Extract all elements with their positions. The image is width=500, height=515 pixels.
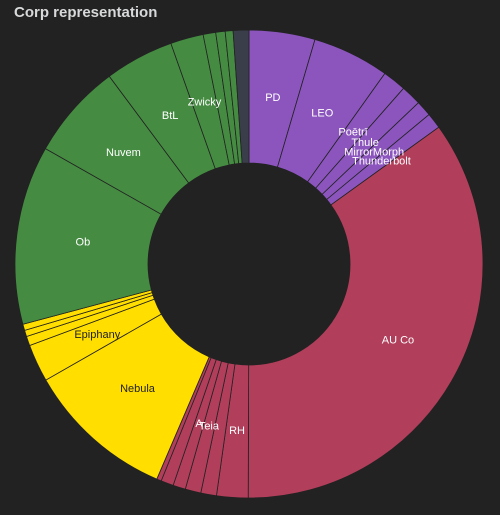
slice-label: Epiphany [74,329,120,341]
slice-label: Poētrī [338,127,368,139]
pie-slice-au-co[interactable] [247,126,484,499]
slice-label: AU Co [382,334,414,346]
slice-label: Nuvem [106,147,141,159]
slice-label: Teia [199,421,220,433]
slice-label: Thunderbolt [352,155,411,167]
slice-label: PD [265,92,280,104]
panel-title: Corp representation [14,4,158,21]
slice-label: LEO [311,107,333,119]
slice-label: Thule [351,137,379,149]
slice-label: Nebula [120,383,156,395]
slice-label: A [195,418,203,430]
pie-slice-ob[interactable] [14,148,162,325]
pie-slice-25[interactable] [232,29,250,164]
slice-label: MirrorMorph [344,147,404,159]
slice-label: BtL [162,110,179,122]
slice-label: Ob [76,237,91,249]
slice-group [14,29,484,499]
slice-label: Zwicky [188,96,222,108]
slice-label: RH [229,425,245,437]
